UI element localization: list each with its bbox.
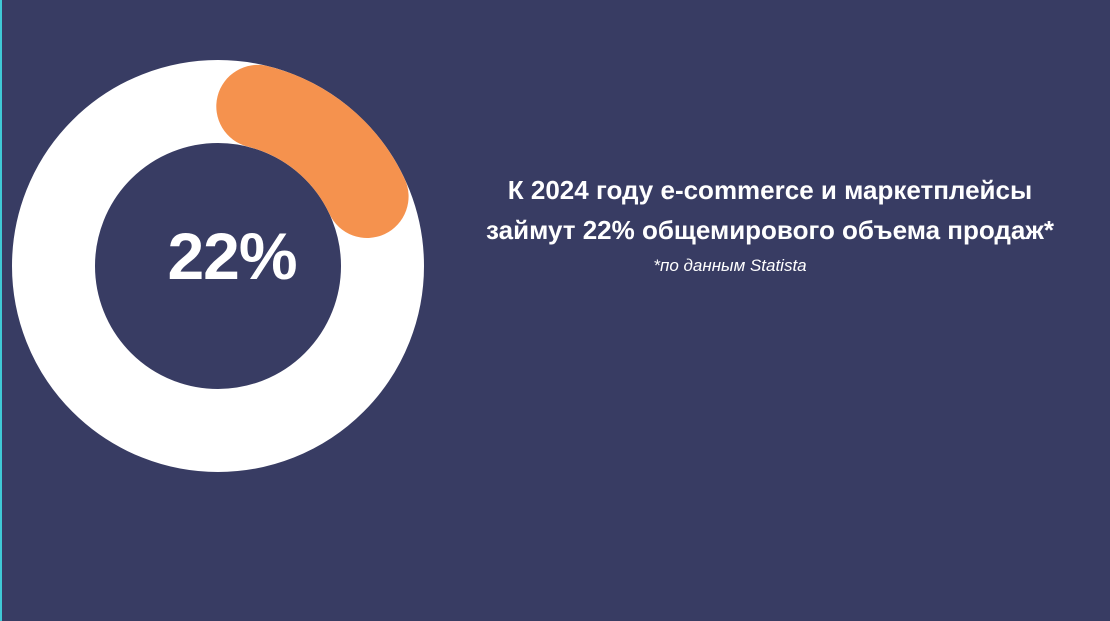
- headline-line-2: займут 22% общемирового объема продаж*: [486, 215, 1054, 245]
- source-footnote: *по данным Statista: [653, 256, 807, 275]
- donut-highlight-segment: [216, 64, 409, 238]
- headline: К 2024 году e-commerce и маркетплейсы за…: [430, 170, 1110, 250]
- left-edge-accent: [0, 0, 2, 621]
- donut-chart: [12, 60, 424, 472]
- donut-center-label: 22%: [167, 219, 297, 293]
- headline-line-1: К 2024 году e-commerce и маркетплейсы: [507, 175, 1033, 205]
